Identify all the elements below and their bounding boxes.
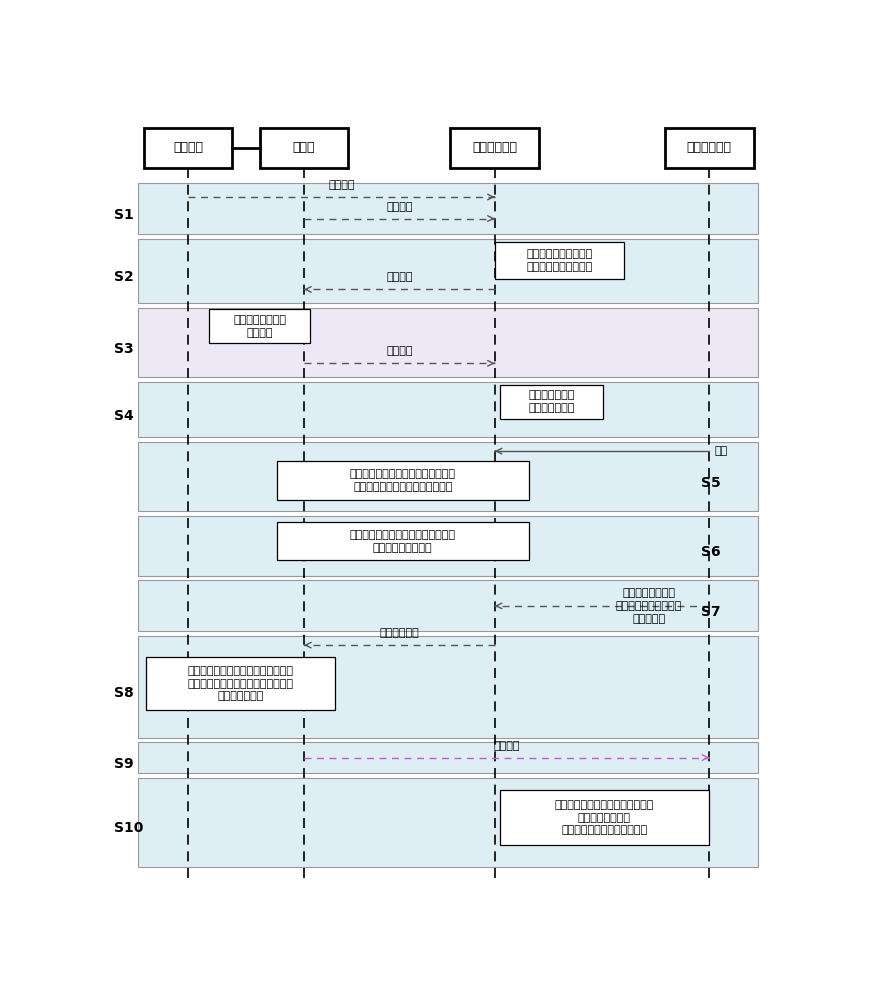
Text: 交互应答指令: 交互应答指令 <box>379 628 419 638</box>
Text: 根据当前登录的教师用的账号，查询
对应所述教师用的账号的选课信息: 根据当前登录的教师用的账号，查询 对应所述教师用的账号的选课信息 <box>349 469 456 492</box>
Text: 应答管理系统: 应答管理系统 <box>471 141 516 154</box>
Bar <box>260 128 348 168</box>
Bar <box>499 385 602 419</box>
Bar <box>494 242 623 279</box>
Text: S8: S8 <box>114 686 133 700</box>
Bar <box>139 516 758 576</box>
Text: S9: S9 <box>114 757 133 771</box>
Text: 采集第二生物特征信息，比对同一学
号下所述第一生物特征信息和所述第
二生物特征信息: 采集第二生物特征信息，比对同一学 号下所述第一生物特征信息和所述第 二生物特征信… <box>188 666 293 701</box>
Bar <box>146 657 335 710</box>
Bar <box>139 382 758 437</box>
Text: S2: S2 <box>114 270 133 284</box>
Bar <box>277 522 529 560</box>
Text: 登录信息: 登录信息 <box>327 180 355 190</box>
Text: S1: S1 <box>114 208 133 222</box>
Bar <box>139 442 758 511</box>
Text: 各个学生的学号和
与学号存在绑定关系的
应答器编号: 各个学生的学号和 与学号存在绑定关系的 应答器编号 <box>615 588 681 624</box>
Text: 应答器: 应答器 <box>292 141 315 154</box>
Bar <box>499 790 709 845</box>
Text: 成功消息: 成功消息 <box>385 346 412 356</box>
Text: S4: S4 <box>114 409 133 423</box>
Bar <box>277 461 529 500</box>
Text: S10: S10 <box>114 821 143 835</box>
Bar <box>665 128 752 168</box>
Text: 第一生物特征信息
采集有效: 第一生物特征信息 采集有效 <box>233 315 286 338</box>
Text: S3: S3 <box>114 342 133 356</box>
Text: 注册消息: 注册消息 <box>385 202 412 212</box>
Text: 绑定所述学号和
所述应答器编号: 绑定所述学号和 所述应答器编号 <box>528 390 574 413</box>
Text: S6: S6 <box>701 545 720 559</box>
Text: 根据所述选课信息查询得到对应各个
课程标识的学生名单: 根据所述选课信息查询得到对应各个 课程标识的学生名单 <box>349 530 456 553</box>
Bar <box>139 580 758 631</box>
Text: 反馈消息: 反馈消息 <box>493 741 520 751</box>
Text: S5: S5 <box>701 476 720 490</box>
Bar <box>139 183 758 234</box>
Text: S7: S7 <box>701 605 720 619</box>
Text: 判定应答器编号所绑定的学号完成
本次交互应答过程
（考勤过程和随堂应答过程）: 判定应答器编号所绑定的学号完成 本次交互应答过程 （考勤过程和随堂应答过程） <box>554 800 653 835</box>
Bar <box>209 309 310 343</box>
Bar <box>139 239 758 303</box>
Text: 登录: 登录 <box>714 446 727 456</box>
Bar <box>139 778 758 867</box>
Bar <box>139 636 758 738</box>
Text: 注册终端: 注册终端 <box>173 141 203 154</box>
Text: 确认消息: 确认消息 <box>385 272 412 282</box>
Bar <box>139 308 758 377</box>
Bar <box>450 128 538 168</box>
Bar <box>139 742 758 773</box>
Bar <box>144 128 232 168</box>
Text: 检测到所述应答器编号
未被任意一个学号绑定: 检测到所述应答器编号 未被任意一个学号绑定 <box>526 249 592 272</box>
Text: 应答器接收机: 应答器接收机 <box>686 141 731 154</box>
